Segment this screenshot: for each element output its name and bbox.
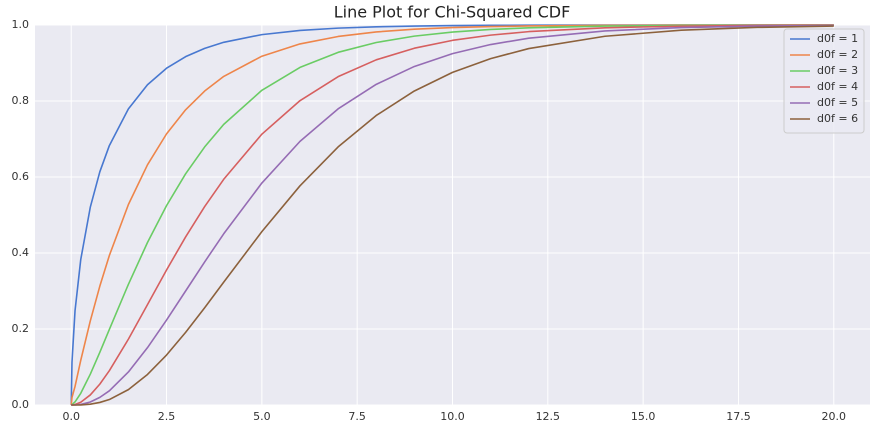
- line: [71, 25, 834, 406]
- x-tick-label: 7.5: [348, 410, 366, 423]
- x-tick-label: 20.0: [822, 410, 847, 423]
- line: [70, 24, 834, 406]
- y-tick-label: 0.6: [12, 170, 30, 183]
- y-tick-label: 0.2: [12, 322, 30, 335]
- legend: d0f = 1 d0f = 2 d0f = 3 d0f = 4 d0f = 5 d0f =…: [783, 28, 865, 134]
- x-tick-label: 2.5: [158, 410, 176, 423]
- x-tick-label: 17.5: [726, 410, 751, 423]
- line: [71, 24, 834, 406]
- x-tick-label: 5.0: [253, 410, 271, 423]
- legend-label: d0f = 1: [817, 32, 858, 45]
- x-tick-label: 0.0: [62, 410, 80, 423]
- x-tick-label: 15.0: [631, 410, 656, 423]
- legend-label: d0f = 4: [817, 80, 858, 93]
- legend-label: d0f = 2: [817, 48, 858, 61]
- y-tick-label: 0.4: [12, 246, 30, 259]
- line: [71, 24, 834, 406]
- legend-label: d0f = 3: [817, 64, 858, 77]
- chart-title: Line Plot for Chi-Squared CDF: [334, 3, 571, 22]
- y-tick-label: 0.0: [12, 398, 30, 411]
- line: [70, 24, 834, 406]
- x-tick-label: 12.5: [536, 410, 561, 423]
- y-tick-label: 1.0: [12, 18, 30, 31]
- y-tick-label: 0.8: [12, 94, 30, 107]
- legend-label: d0f = 5: [817, 96, 858, 109]
- x-tick-label: 10.0: [440, 410, 465, 423]
- legend-label: d0f = 6: [817, 112, 858, 125]
